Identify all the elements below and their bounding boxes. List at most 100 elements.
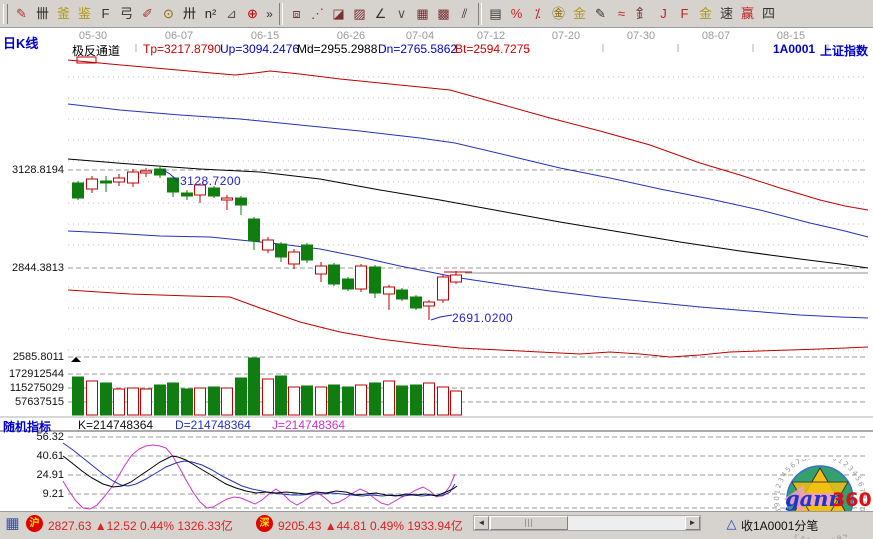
symbol-code[interactable]: 1A0001 — [773, 42, 816, 56]
candle-body — [167, 177, 179, 193]
volume-bar — [355, 384, 367, 416]
gold-line-icon[interactable]: 金 — [572, 6, 586, 21]
kdj-line-d — [62, 442, 456, 497]
axis-label: 172912544 — [8, 368, 64, 380]
logo-text-360: 360 — [832, 489, 872, 511]
volume-bar — [342, 386, 354, 416]
channel-param: Bt=2594.7275 — [455, 42, 531, 56]
coin-circle-icon[interactable]: ㊎ — [551, 6, 565, 21]
volume-bar — [86, 380, 98, 416]
axis-label: 2844.3813 — [12, 262, 64, 274]
table-view-icon[interactable]: ▦ — [5, 515, 20, 532]
note-pencil-icon[interactable]: ✎ — [595, 6, 606, 21]
gann-angle-gold-icon[interactable]: 金 — [698, 6, 712, 21]
candle-body — [328, 264, 340, 285]
date-label: 08-07 — [701, 30, 731, 42]
channel-line-bt — [67, 289, 869, 358]
shanghai-index-quote: 2827.63 ▲12.52 0.44% 1326.33亿 — [48, 519, 233, 533]
scroll-right-arrow[interactable]: ► — [685, 516, 700, 530]
grid-box-2-icon[interactable]: ▩ — [437, 6, 450, 21]
date-label: 07-30 — [626, 30, 656, 42]
kline-period-label[interactable]: 日K线 — [3, 36, 39, 51]
ray-fan-icon[interactable]: ⋰ — [311, 6, 324, 21]
indicator-name[interactable]: 随机指标 — [3, 420, 52, 434]
box-resize-icon[interactable]: ⧈ — [292, 6, 301, 21]
volume-bar — [181, 388, 193, 416]
channel-line-tp — [67, 59, 869, 211]
shenzhen-market-icon[interactable]: 深 — [256, 515, 273, 532]
volume-bar — [100, 382, 112, 416]
volume-bar — [194, 387, 206, 416]
toolbar-separator — [478, 2, 482, 25]
gann-angle-f-icon[interactable]: F — [680, 6, 689, 21]
parallel-lines-icon[interactable]: ⫽ — [461, 6, 468, 21]
shanghai-market-icon[interactable]: 沪 — [26, 515, 43, 532]
date-label: 05-30 — [78, 30, 108, 42]
high-annotation: 3128.7200 — [180, 174, 242, 188]
date-label: 06-26 — [336, 30, 366, 42]
volume-bar — [383, 380, 395, 416]
gann-wheel-icon[interactable]: ⊙ — [163, 6, 174, 21]
zigzag-line-icon[interactable]: ∨ — [396, 6, 407, 21]
volume-bar — [140, 388, 152, 416]
channel-param: Up=3094.2476 — [220, 42, 300, 56]
toolbar-overflow-chevron[interactable]: » — [266, 6, 273, 21]
fan-box-icon[interactable]: ◪ — [332, 6, 345, 21]
channel-line-up — [67, 103, 869, 238]
volume-bar — [127, 387, 139, 416]
rays-box-icon[interactable]: ▨ — [353, 6, 366, 21]
bars-tool-icon[interactable]: 卅 — [182, 6, 196, 21]
measure-pencil-icon[interactable]: ✐ — [142, 6, 153, 21]
scroll-left-arrow[interactable]: ◄ — [474, 516, 489, 530]
candle-body — [288, 251, 300, 265]
low-leader-line — [430, 314, 453, 321]
percent-tool-icon[interactable]: % — [510, 6, 523, 21]
horizontal-scrollbar[interactable]: ◄ ► — [473, 515, 701, 531]
speed-line-icon[interactable]: 速 — [719, 6, 733, 21]
channel-param: 极反通道 — [72, 44, 121, 58]
gold-tool-1-icon[interactable]: 釜 — [56, 6, 70, 21]
axis-label: 40.61 — [36, 450, 64, 462]
two-rays-icon[interactable]: ∠ — [374, 6, 387, 21]
stats-bars-icon[interactable]: ▤ — [489, 6, 502, 21]
volume-bar — [410, 384, 422, 416]
candle-body — [181, 192, 193, 197]
volume-bar — [450, 390, 462, 416]
toolbar-grip[interactable] — [3, 3, 8, 24]
candle-body — [208, 187, 220, 197]
symbol-name[interactable]: 上证指数 — [820, 44, 869, 58]
spiral-tool-icon[interactable]: 弓 — [119, 6, 133, 21]
gold-box-icon[interactable]: 釒 — [635, 6, 649, 21]
percent-line-icon[interactable]: ⁒ — [534, 6, 541, 21]
scrollbar-thumb[interactable] — [490, 516, 568, 530]
tick-view-label[interactable]: 收1A0001分笔 — [741, 519, 819, 533]
square-tool-icon[interactable]: 四 — [761, 6, 775, 21]
volume-bar — [369, 382, 381, 416]
frame-tool-icon[interactable]: F — [101, 6, 110, 21]
channel-param: Md=2955.2988 — [297, 42, 378, 56]
gold-tool-2-icon[interactable]: 鉴 — [77, 6, 91, 21]
wave-box-icon[interactable]: ≈ — [617, 6, 626, 21]
grid-box-icon[interactable]: ▦ — [416, 6, 429, 21]
channel-line-md — [67, 158, 869, 269]
high-leader-line — [162, 169, 179, 182]
volume-bar — [235, 377, 247, 416]
square-of-nine-icon[interactable]: n² — [204, 6, 217, 21]
volume-bar — [396, 385, 408, 416]
candle-body — [127, 171, 139, 184]
chart-plot[interactable] — [0, 28, 873, 511]
volume-bar — [262, 378, 274, 416]
win-tool-icon[interactable]: 赢 — [740, 6, 754, 21]
gann-grid-icon[interactable]: 卌 — [35, 6, 49, 21]
angle-mirror-icon[interactable]: ⊿ — [226, 6, 237, 21]
date-label: 07-12 — [476, 30, 506, 42]
candle-body — [154, 168, 166, 176]
compass-target-icon[interactable]: ⊕ — [247, 6, 258, 21]
gann-angle-j-icon[interactable]: J — [660, 6, 667, 21]
axis-label: 3128.8194 — [12, 164, 64, 176]
candle-body — [72, 182, 84, 199]
draw-pencil-icon[interactable]: ✎ — [16, 6, 27, 21]
tick-chart-icon[interactable]: △ — [726, 516, 737, 531]
date-label: 06-07 — [164, 30, 194, 42]
candle-body — [342, 278, 354, 290]
